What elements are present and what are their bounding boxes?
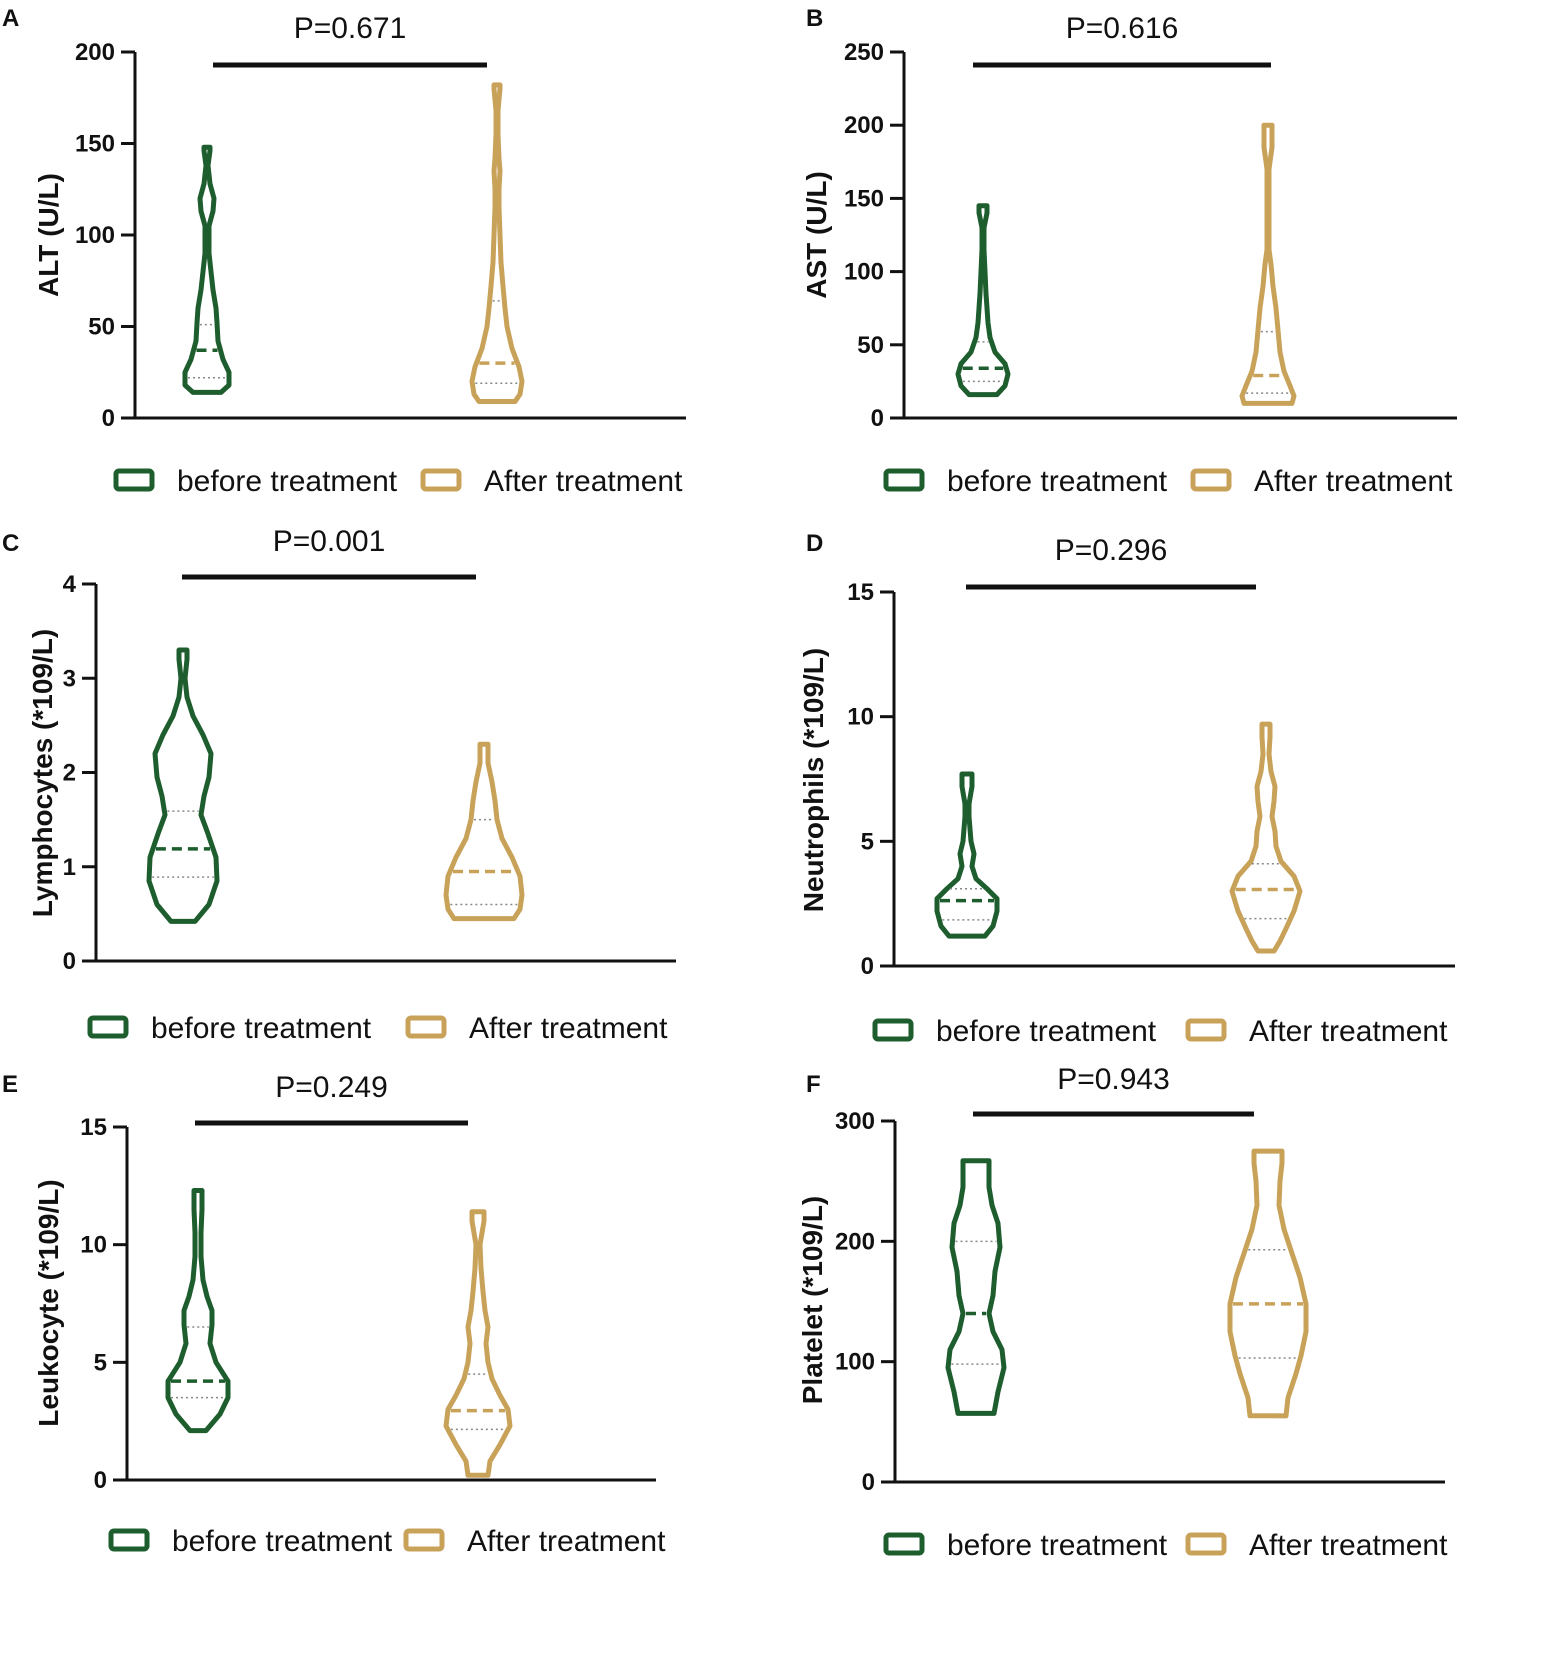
y-tick-label: 150 [844,185,884,212]
violin-before [955,203,1011,398]
legend-label-before: before treatment [947,1529,1168,1562]
y-tick-label: 0 [861,953,874,980]
panel-letter: F [806,1071,821,1098]
p-value-label: P=0.671 [294,12,407,45]
violin-after [1227,1148,1309,1419]
y-tick-label: 0 [102,405,115,432]
legend-swatch-before [883,468,925,492]
p-value-label: P=0.296 [1055,534,1168,567]
y-tick-label: 5 [94,1349,107,1376]
y-axis-label: ALT (U/L) [33,173,64,297]
panel-b: B 0 50 100 150 200 250 AST (U/L) P=0.616 before t… [801,5,1457,498]
violin-before [945,1158,1007,1416]
y-tick-label: 0 [63,948,76,975]
legend-swatch-before [872,1018,914,1042]
y-tick-label: 50 [88,314,115,341]
y-axis-label: Platelet (*109/L) [797,1196,828,1405]
legend-label-after: After treatment [1249,1015,1448,1048]
y-tick-label: 200 [844,112,884,139]
y-tick-label: 100 [835,1349,875,1376]
y-axis-label: Neutrophils (*109/L) [798,648,829,912]
legend-label-before: before treatment [947,465,1168,498]
y-tick-label: 15 [847,579,874,606]
y-tick-label: 10 [80,1232,107,1259]
legend-swatch-after [1185,1532,1227,1556]
panel-letter: A [2,5,19,32]
violin-before [934,771,1000,939]
panel-a: A 0 50 100 150 200 ALT (U/L) P=0.671 before trea… [2,5,686,498]
panel-e: E 0 5 10 15 Leukocyte (*109/L) P=0.249 before t… [2,1071,666,1558]
legend-swatch-after [1185,1018,1227,1042]
violin-before [182,144,232,395]
legend-label-after: After treatment [467,1525,666,1558]
violin-after [443,741,525,922]
panel-f: F 0 100 200 300 Platelet (*109/L) P=0.943 befor… [797,1063,1448,1562]
panel-d: D 0 5 10 15 Neutrophils (*109/L) P=0.296 before… [798,530,1455,1048]
violin-after [469,82,525,405]
y-tick-label: 50 [857,332,884,359]
y-tick-label: 10 [847,704,874,731]
y-tick-label: 0 [94,1467,107,1494]
y-axis-label: Lymphocytes (*109/L) [27,629,58,917]
panel-letter: B [806,5,823,32]
panel-letter: D [806,530,823,557]
y-tick-label: 15 [80,1114,107,1141]
legend-swatch-before [113,468,155,492]
violin-after [1229,721,1303,954]
legend-label-before: before treatment [177,465,398,498]
legend-label-after: After treatment [1249,1529,1448,1562]
y-axis-label: AST (U/L) [801,171,832,299]
violin-after [443,1209,513,1478]
y-tick-label: 0 [871,405,884,432]
p-value-label: P=0.943 [1057,1063,1170,1096]
p-value-label: P=0.249 [275,1071,388,1104]
y-tick-label: 5 [861,828,874,855]
panel-letter: C [2,530,19,557]
legend-swatch-after [420,468,462,492]
y-tick-label: 150 [75,131,115,158]
p-value-label: P=0.616 [1066,12,1179,45]
y-tick-label: 100 [75,222,115,249]
y-tick-label: 4 [63,571,77,598]
y-tick-label: 200 [75,39,115,66]
violin-before [165,1188,231,1434]
legend-swatch-after [1190,468,1232,492]
legend-label-after: After treatment [1254,465,1453,498]
violin-after [1239,122,1297,406]
legend-swatch-after [403,1528,445,1552]
y-tick-label: 1 [63,854,76,881]
legend-label-before: before treatment [172,1525,393,1558]
violin-before [146,647,220,924]
legend-label-before: before treatment [936,1015,1157,1048]
legend-swatch-before [883,1532,925,1556]
y-axis-label: Leukocyte (*109/L) [33,1179,64,1426]
y-tick-label: 100 [844,259,884,286]
panel-c: C 0 1 2 3 4 Lymphocytes (*109/L) P=0.001 before … [2,525,676,1045]
legend-label-before: before treatment [151,1012,372,1045]
legend-label-after: After treatment [484,465,683,498]
y-tick-label: 200 [835,1228,875,1255]
y-tick-label: 250 [844,39,884,66]
y-tick-label: 2 [63,760,76,787]
legend-label-after: After treatment [469,1012,668,1045]
y-tick-label: 3 [63,665,76,692]
y-tick-label: 300 [835,1108,875,1135]
legend-swatch-before [87,1015,129,1039]
panel-letter: E [2,1071,18,1098]
legend-swatch-after [405,1015,447,1039]
y-tick-label: 0 [862,1469,875,1496]
p-value-label: P=0.001 [273,525,386,558]
legend-swatch-before [108,1528,150,1552]
